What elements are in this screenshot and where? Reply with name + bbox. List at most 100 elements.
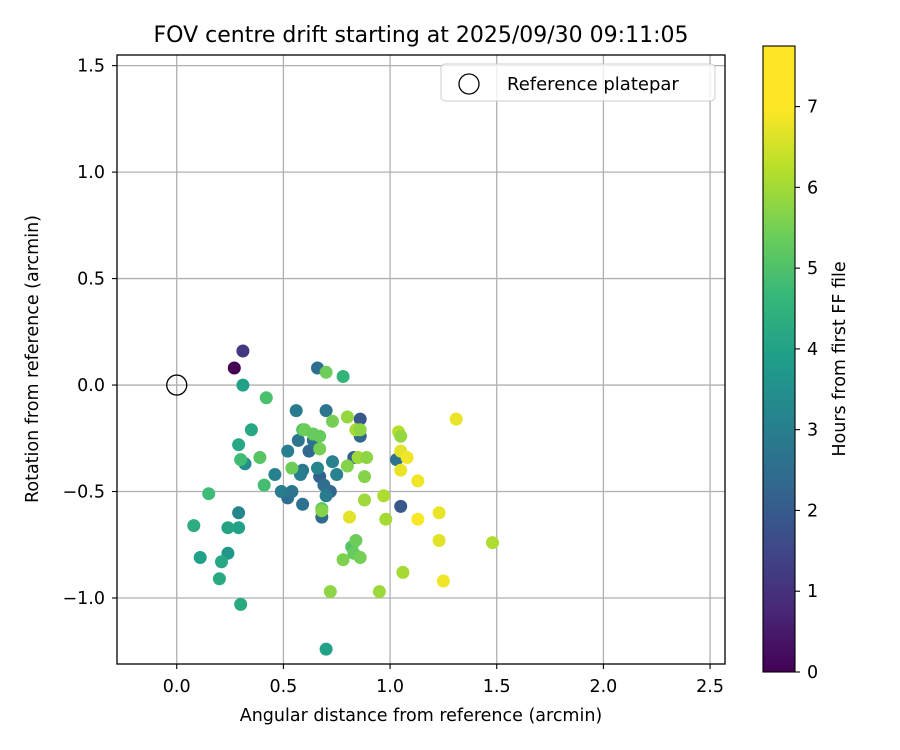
data-point — [411, 474, 425, 488]
data-point — [202, 487, 216, 501]
data-point — [432, 506, 446, 520]
data-point — [340, 459, 354, 473]
data-point — [394, 429, 408, 443]
data-point — [353, 423, 367, 437]
colorbar-gradient — [762, 45, 796, 673]
data-point — [486, 536, 499, 550]
colorbar-tick-label: 5 — [807, 259, 818, 279]
y-tick-label: 0.0 — [77, 376, 105, 396]
data-point — [436, 574, 450, 588]
data-point — [449, 412, 463, 426]
data-point — [400, 451, 414, 464]
data-point — [257, 478, 271, 492]
data-point — [285, 485, 299, 498]
data-point — [244, 423, 258, 437]
data-points — [187, 344, 499, 656]
colorbar-tick-label: 1 — [807, 582, 818, 602]
data-point — [372, 585, 386, 599]
colorbar-ticks: 0 1 2 3 4 5 6 7 — [795, 98, 818, 683]
data-point — [281, 444, 295, 458]
data-point — [232, 506, 246, 520]
legend-marker-icon — [458, 73, 480, 95]
data-point — [411, 512, 425, 526]
data-point — [326, 455, 339, 469]
data-point — [317, 478, 331, 492]
data-point — [377, 489, 391, 503]
reference-platepar-marker — [166, 374, 188, 396]
data-point — [236, 344, 250, 358]
y-tick-label: 1.5 — [77, 57, 105, 77]
data-point — [212, 572, 226, 586]
y-axis-label: Rotation from reference (arcmin) — [23, 215, 43, 503]
data-point — [289, 404, 303, 418]
data-point — [311, 461, 324, 475]
data-point — [193, 551, 207, 564]
x-tick-label: 2.5 — [696, 677, 724, 697]
data-point — [291, 433, 305, 447]
data-point — [336, 370, 350, 383]
data-point — [343, 510, 356, 524]
data-point — [394, 499, 408, 513]
data-point — [349, 534, 363, 547]
data-point — [319, 642, 333, 656]
data-point — [221, 521, 235, 535]
data-point — [259, 391, 273, 405]
data-point — [336, 553, 350, 567]
data-point — [353, 551, 367, 564]
data-point — [319, 365, 333, 379]
data-point — [253, 451, 267, 464]
data-point — [323, 585, 337, 599]
data-point — [302, 444, 316, 458]
data-point — [234, 597, 248, 611]
data-point — [274, 485, 288, 498]
data-point — [319, 404, 333, 418]
data-point — [313, 429, 327, 443]
legend-box — [440, 63, 716, 102]
data-point — [313, 442, 327, 456]
data-point — [360, 451, 374, 464]
data-point — [268, 468, 282, 481]
data-point — [227, 361, 241, 375]
y-tick-label: 0.5 — [77, 270, 105, 290]
data-point — [315, 504, 329, 518]
y-tick-label: 1.0 — [77, 163, 105, 183]
colorbar-tick-label: 4 — [807, 340, 818, 360]
x-tick-label: 1.5 — [483, 677, 511, 697]
colorbar-label: Hours from first FF file — [830, 261, 850, 456]
data-point — [432, 534, 446, 547]
colorbar-tick-label: 2 — [807, 501, 818, 521]
data-point — [236, 378, 250, 392]
x-tick-label: 0.0 — [163, 677, 191, 697]
data-point — [358, 493, 371, 507]
data-point — [353, 412, 367, 426]
reference-marker-group — [166, 374, 188, 396]
data-point — [234, 453, 248, 467]
y-tick-label: −0.5 — [63, 483, 106, 503]
x-axis-ticks: 0.0 0.5 1.0 1.5 2.0 2.5 — [163, 664, 724, 697]
data-point — [232, 521, 246, 535]
chart-title: FOV centre drift starting at 2025/09/30 … — [154, 23, 689, 48]
data-point — [232, 438, 246, 452]
data-point — [340, 410, 354, 424]
y-axis-ticks: −1.0 −0.5 0.0 0.5 1.0 1.5 — [63, 57, 117, 609]
colorbar-tick-label: 7 — [807, 98, 818, 118]
x-tick-label: 0.5 — [269, 677, 297, 697]
data-point — [326, 414, 339, 428]
data-point — [358, 470, 371, 484]
x-tick-label: 1.0 — [376, 677, 404, 697]
grid — [117, 55, 725, 664]
data-point — [394, 463, 408, 477]
data-point — [379, 512, 393, 526]
colorbar-tick-label: 6 — [807, 178, 818, 198]
data-point — [215, 555, 228, 569]
data-point — [330, 468, 344, 481]
plot-frame — [116, 54, 726, 665]
data-point — [396, 565, 410, 579]
x-tick-label: 2.0 — [589, 677, 617, 697]
y-tick-label: −1.0 — [63, 589, 106, 609]
colorbar-tick-label: 3 — [807, 421, 818, 441]
data-point — [285, 461, 299, 475]
data-point — [296, 497, 310, 511]
